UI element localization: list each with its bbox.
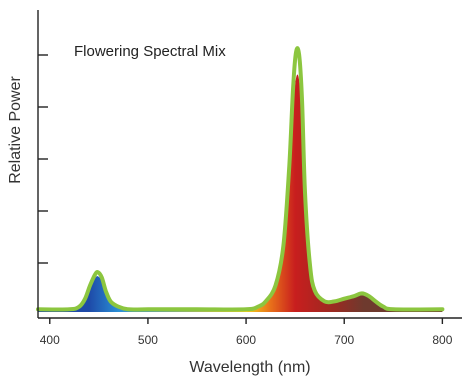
x-tick-label: 500 [138, 333, 158, 347]
spectrum-outline-series [36, 46, 445, 312]
x-tick-label: 600 [236, 333, 256, 347]
y-axis-ticks [38, 54, 48, 264]
y-axis-label: Relative Power [7, 76, 24, 184]
x-axis-label: Wavelength (nm) [189, 359, 310, 376]
spectrum-fill-area [38, 74, 443, 313]
x-axis-ticks: 400 500 600 700 800 [40, 318, 453, 347]
chart-title: Flowering Spectral Mix [74, 43, 226, 60]
x-tick-label: 400 [40, 333, 60, 347]
x-tick-label: 700 [334, 333, 354, 347]
x-tick-label: 800 [432, 333, 452, 347]
